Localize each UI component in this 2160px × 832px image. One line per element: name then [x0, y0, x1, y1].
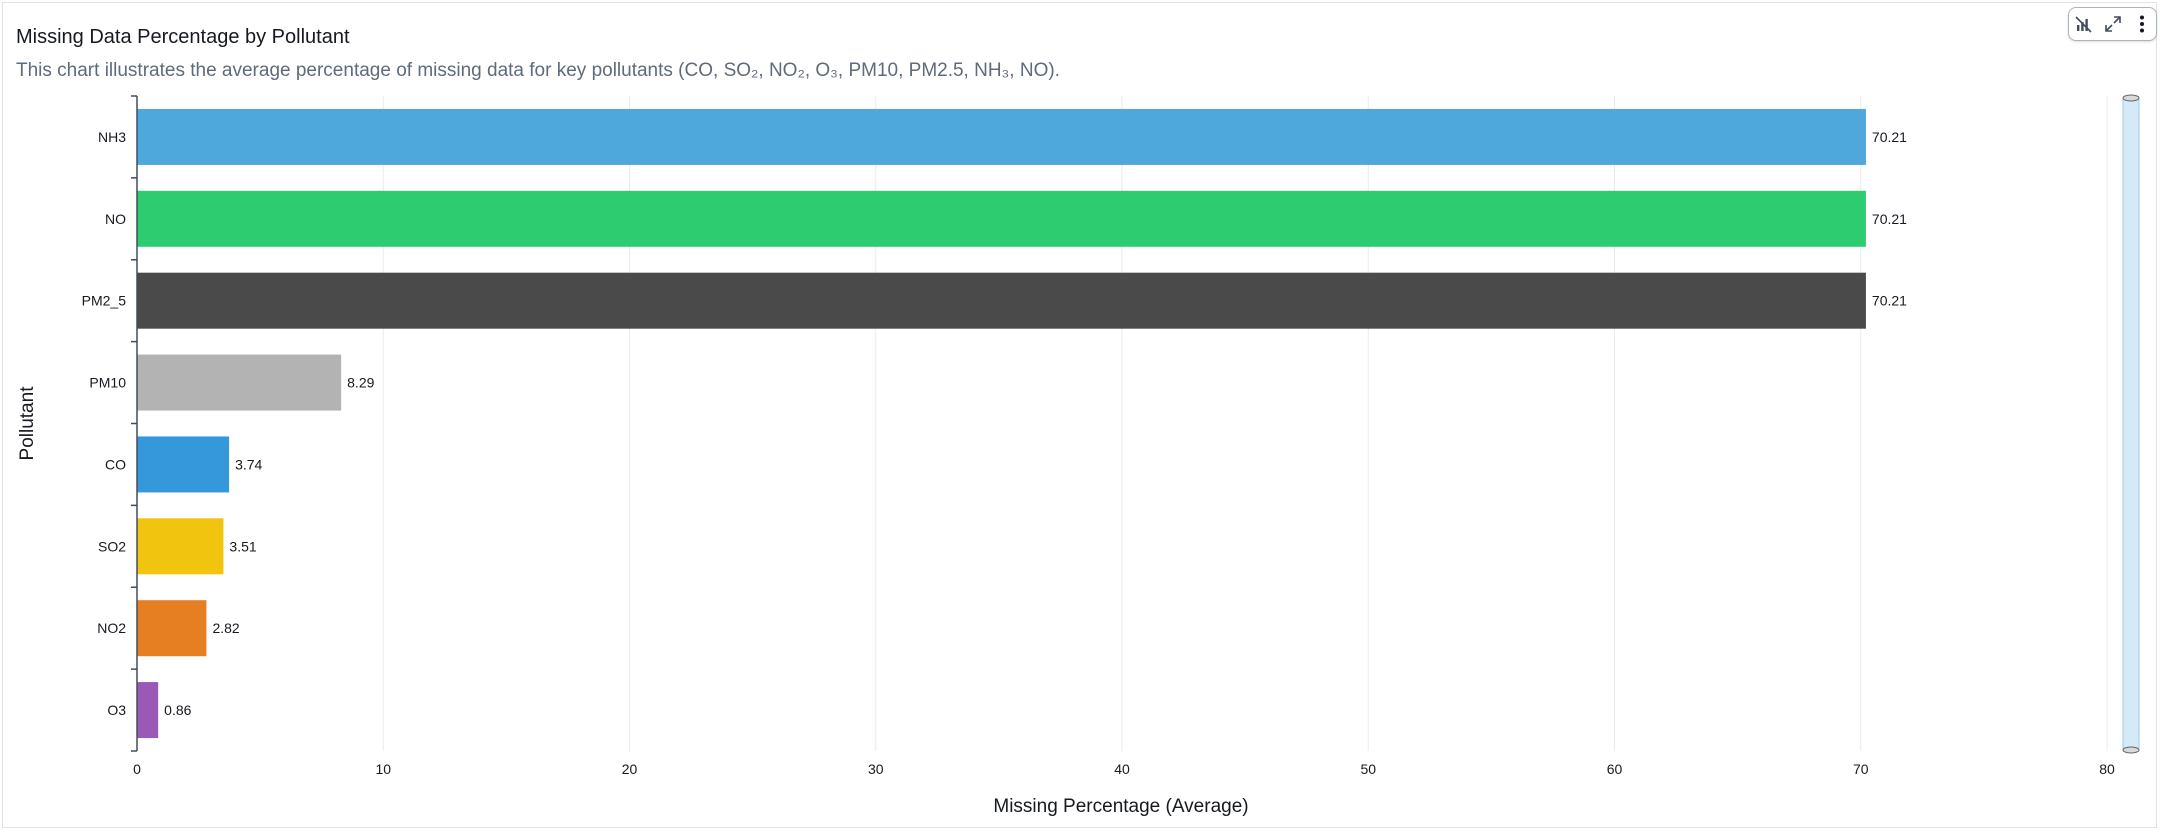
scrollbar-track[interactable]	[2122, 96, 2140, 752]
bar[interactable]	[137, 682, 159, 739]
x-tick-label: 70	[1853, 761, 1869, 777]
bar[interactable]	[137, 600, 207, 657]
bar[interactable]	[137, 272, 1866, 329]
scrollbar-handle-top[interactable]	[2122, 94, 2140, 102]
x-tick-label: 30	[868, 761, 884, 777]
chart-title: Missing Data Percentage by Pollutant	[16, 26, 350, 48]
y-tick-label: NH3	[98, 129, 126, 145]
y-tick-label: PM10	[89, 375, 126, 391]
y-tick-label: NO	[105, 211, 126, 227]
bar[interactable]	[137, 436, 230, 493]
data-label: 0.86	[164, 702, 191, 718]
y-tick-label: O3	[107, 702, 126, 718]
chart-subtitle: This chart illustrates the average perce…	[16, 60, 1060, 81]
x-tick-label: 10	[375, 761, 391, 777]
y-tick-label: PM2_5	[82, 293, 127, 309]
x-tick-label: 0	[133, 761, 141, 777]
chart-toolbar	[2068, 7, 2157, 41]
more-options-icon[interactable]	[2130, 12, 2154, 36]
data-label: 70.21	[1872, 293, 1907, 309]
x-tick-label: 80	[2099, 761, 2115, 777]
data-label: 2.82	[212, 620, 239, 636]
data-label: 70.21	[1872, 211, 1907, 227]
data-label: 3.74	[235, 456, 262, 472]
scrollbar-handle-bottom[interactable]	[2122, 746, 2140, 754]
data-label: 8.29	[347, 375, 374, 391]
expand-icon[interactable]	[2101, 12, 2125, 36]
x-tick-label: 50	[1360, 761, 1376, 777]
x-axis-title: Missing Percentage (Average)	[993, 796, 1248, 817]
data-label: 3.51	[229, 538, 256, 554]
bar[interactable]	[137, 108, 1866, 165]
x-tick-label: 20	[622, 761, 638, 777]
bar[interactable]	[137, 190, 1866, 247]
y-tick-label: NO2	[97, 620, 126, 636]
bar[interactable]	[137, 354, 342, 411]
y-tick-label: SO2	[98, 538, 126, 554]
y-axis-title: Pollutant	[17, 386, 38, 461]
x-tick-label: 40	[1114, 761, 1130, 777]
y-tick-label: CO	[105, 456, 126, 472]
chart-type-icon[interactable]	[2072, 12, 2096, 36]
data-label: 70.21	[1872, 129, 1907, 145]
bar[interactable]	[137, 518, 224, 575]
x-tick-label: 60	[1607, 761, 1623, 777]
